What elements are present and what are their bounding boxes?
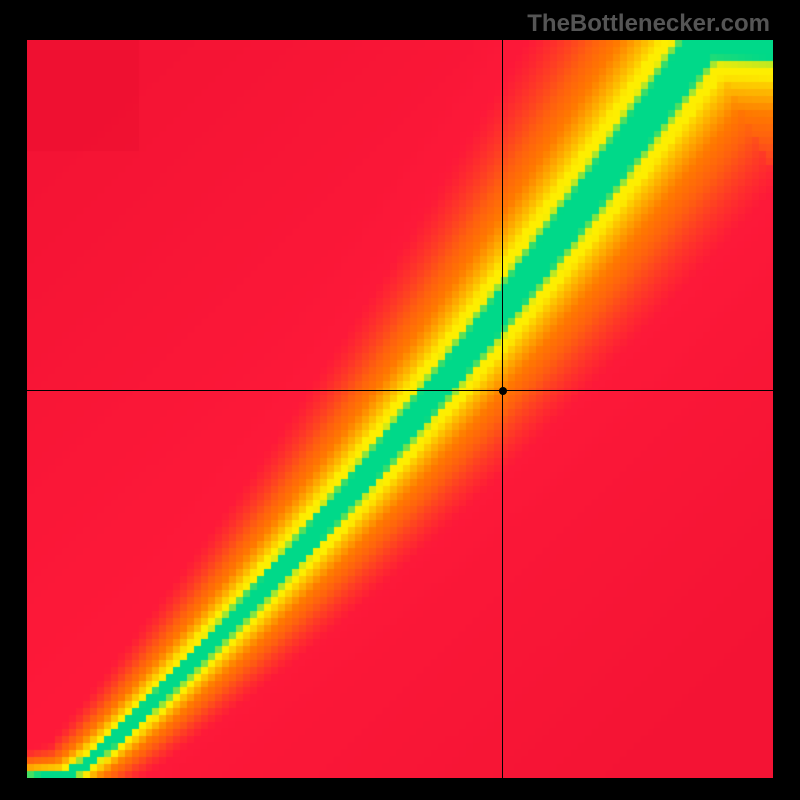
crosshair-horizontal <box>27 390 773 391</box>
crosshair-marker <box>499 387 507 395</box>
bottleneck-heatmap <box>27 40 773 778</box>
chart-container: TheBottlenecker.com <box>0 0 800 800</box>
watermark-text: TheBottlenecker.com <box>527 10 770 38</box>
crosshair-vertical <box>502 40 503 778</box>
